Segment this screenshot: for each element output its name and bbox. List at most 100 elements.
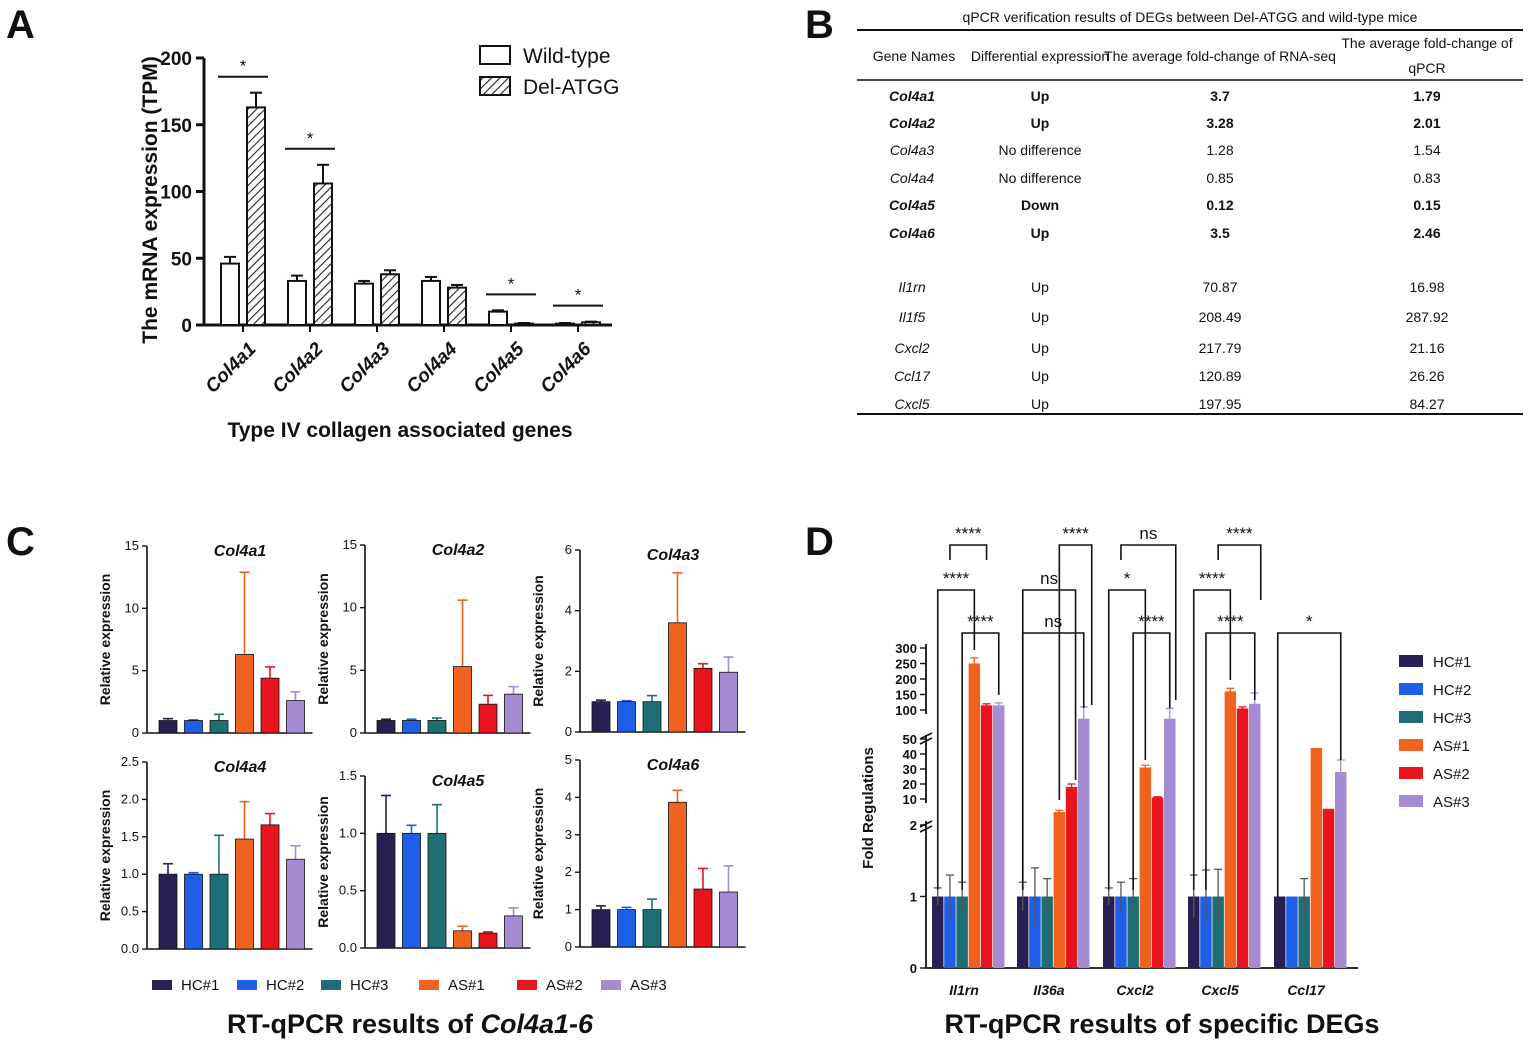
axis-break-mark xyxy=(919,820,933,828)
table-cell-rnaseq: 197.95 xyxy=(1199,396,1242,412)
legend-swatch-hc-3 xyxy=(1399,711,1423,723)
table-cell-diff: Up xyxy=(1031,88,1050,104)
legend-swatch-hc-3 xyxy=(321,980,341,990)
bar-hc-1 xyxy=(591,701,611,733)
table-header-qpcr-line1: The average fold-change of xyxy=(1341,35,1512,51)
subplot-ylabel: Relative expression xyxy=(315,796,331,928)
bar-del-atgg-col4a3 xyxy=(380,273,400,326)
table-header-diff: Differential expression xyxy=(971,48,1109,64)
ytick-label: 15 xyxy=(343,537,357,552)
subplot-title: Col4a1 xyxy=(214,543,267,560)
significance-label: * xyxy=(1124,569,1131,588)
panel-a-xtick-col4a3: Col4a3 xyxy=(336,338,395,397)
legend-swatch-hc-2 xyxy=(1399,683,1423,695)
subplot-title: Col4a3 xyxy=(647,547,700,564)
xtick-il1rn: Il1rn xyxy=(949,982,979,998)
legend-swatch-as-3 xyxy=(601,980,621,990)
table-cell-qpcr: 21.16 xyxy=(1409,340,1444,356)
bar-as-1 xyxy=(1139,767,1152,968)
bar-hc-1 xyxy=(376,832,396,949)
ytick-label: 1.0 xyxy=(339,825,357,840)
legend-label-del-atgg: Del-ATGG xyxy=(523,76,619,99)
ytick-label: 0 xyxy=(132,725,139,740)
bar-hc-3 xyxy=(209,720,229,734)
bar-as-1 xyxy=(453,666,472,734)
table-cell-gene: Col4a3 xyxy=(890,142,935,158)
table-header-gene: Gene Names xyxy=(873,48,955,64)
subplot-title: Col4a6 xyxy=(647,757,700,774)
significance-label: **** xyxy=(1199,569,1226,588)
legend-label-hc-1: HC#1 xyxy=(181,977,219,994)
panel-c-charts: HC#1 HC#2 HC#3 AS#1 AS#2 AS#3 RT-qPCR results… xyxy=(97,537,746,1039)
bar-hc-3 xyxy=(956,896,968,968)
table-cell-diff: Up xyxy=(1031,368,1049,384)
table-cell-gene: Ccl17 xyxy=(894,368,931,384)
ytick-label: 0 xyxy=(350,725,357,740)
bar-hc-3 xyxy=(1041,896,1053,968)
ytick-label: 1.5 xyxy=(339,768,357,783)
bar-as-2 xyxy=(1065,787,1078,968)
table-header-qpcr-line2: qPCR xyxy=(1408,60,1445,76)
bar-as-2 xyxy=(1236,708,1249,968)
ytick-label: 2.5 xyxy=(121,754,139,769)
significance-star-col4a1: * xyxy=(240,57,247,76)
table-cell-qpcr: 0.83 xyxy=(1413,170,1440,186)
table-cell-rnaseq: 3.5 xyxy=(1210,225,1230,241)
bar-as-3 xyxy=(1335,772,1347,968)
ytick-label: 20 xyxy=(903,777,917,792)
axis-break-mark xyxy=(919,737,933,745)
ytick-label: 0.5 xyxy=(121,904,139,919)
table-cell-gene: Col4a4 xyxy=(890,170,935,186)
table-cell-diff: Down xyxy=(1021,197,1059,213)
subplot-ylabel: Relative expression xyxy=(530,575,546,707)
legend-label-as-1: AS#1 xyxy=(448,977,485,994)
table-cell-diff: Up xyxy=(1031,396,1049,412)
ytick-label: 2 xyxy=(565,864,572,879)
panel-a-ytick-label: 50 xyxy=(171,249,192,270)
significance-label: **** xyxy=(943,569,970,588)
bar-as-3 xyxy=(1164,718,1176,968)
legend-label-as-3: AS#3 xyxy=(1433,794,1470,811)
significance-bracket xyxy=(1120,544,1177,700)
table-cell-rnaseq: 3.28 xyxy=(1206,115,1233,131)
table-cell-diff: No difference xyxy=(998,170,1081,186)
ytick-label: 2 xyxy=(910,818,917,833)
bar-as-3 xyxy=(286,700,305,734)
significance-label: * xyxy=(1306,612,1313,631)
group-il1rn: Il1rn xyxy=(932,657,1005,998)
significance-bracket xyxy=(1107,589,1147,890)
bar-as-3 xyxy=(504,915,523,949)
bar-as-1 xyxy=(235,654,254,734)
bar-as-2 xyxy=(478,703,498,734)
ytick-label: 10 xyxy=(125,600,139,615)
table-cell-diff: Up xyxy=(1031,115,1050,131)
bar-hc-1 xyxy=(1103,896,1115,968)
ytick-label: 0.0 xyxy=(121,941,139,956)
bar-hc-3 xyxy=(1298,896,1310,968)
table-cell-gene: Col4a5 xyxy=(889,197,935,213)
legend-swatch-as-3 xyxy=(1399,795,1423,807)
bar-as-1 xyxy=(453,930,472,949)
bar-as-2 xyxy=(693,888,713,948)
significance-label: **** xyxy=(955,524,982,543)
panel-d-legend: HC#1 HC#2 HC#3 AS#1 AS#2 AS#3 xyxy=(1399,654,1471,811)
panel-d-caption: RT-qPCR results of specific DEGs xyxy=(944,1009,1379,1039)
ytick-label: 100 xyxy=(895,703,917,718)
legend-swatch-as-2 xyxy=(1399,767,1423,779)
table-cell-gene: Cxcl2 xyxy=(894,340,929,356)
legend-label-hc-1: HC#1 xyxy=(1433,654,1471,671)
ytick-label: 5 xyxy=(132,663,139,678)
bar-hc-2 xyxy=(1286,896,1298,968)
panel-letter-a: A xyxy=(6,3,35,47)
table-cell-rnaseq: 217.79 xyxy=(1199,340,1242,356)
ytick-label: 150 xyxy=(895,688,917,703)
ytick-label: 0.5 xyxy=(339,883,357,898)
table-cell-gene: Col4a6 xyxy=(889,225,935,241)
bar-wild-type-col4a1 xyxy=(220,262,240,326)
legend-label-as-1: AS#1 xyxy=(1433,738,1470,755)
ytick-label: 15 xyxy=(125,538,139,553)
bar-as-1 xyxy=(968,663,981,968)
ytick-label: 2.0 xyxy=(121,791,139,806)
table-header-rnaseq: The average fold-change of RNA-seq xyxy=(1104,48,1336,64)
legend-label-as-3: AS#3 xyxy=(630,977,667,994)
